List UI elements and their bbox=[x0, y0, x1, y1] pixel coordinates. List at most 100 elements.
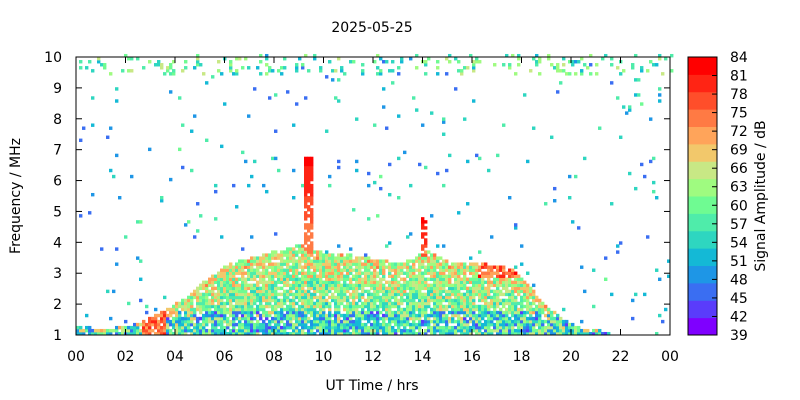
heatmap-cell bbox=[397, 298, 401, 303]
heatmap-cell bbox=[271, 298, 275, 303]
heatmap-cell bbox=[517, 57, 521, 61]
heatmap-cell bbox=[517, 274, 521, 278]
heatmap-cell bbox=[334, 265, 338, 269]
heatmap-cell bbox=[268, 298, 272, 303]
heatmap-cell bbox=[304, 214, 308, 218]
heatmap-cell bbox=[316, 328, 320, 333]
heatmap-cell bbox=[310, 250, 314, 254]
heatmap-cell bbox=[349, 247, 353, 251]
heatmap-cell bbox=[253, 259, 257, 263]
heatmap-cell bbox=[322, 310, 326, 315]
heatmap-cell bbox=[574, 325, 578, 330]
heatmap-cell bbox=[406, 298, 410, 303]
heatmap-cell bbox=[412, 96, 416, 100]
heatmap-cell bbox=[295, 325, 299, 330]
heatmap-cell bbox=[508, 295, 512, 300]
heatmap-cell bbox=[250, 322, 254, 327]
heatmap-cell bbox=[304, 180, 308, 185]
heatmap-cell bbox=[217, 319, 221, 324]
heatmap-cell bbox=[364, 280, 368, 285]
heatmap-cell bbox=[466, 295, 470, 300]
heatmap-cell bbox=[532, 295, 536, 300]
heatmap-cell bbox=[637, 78, 641, 82]
heatmap-cell bbox=[241, 289, 245, 294]
heatmap-cell bbox=[439, 298, 443, 303]
heatmap-cell bbox=[658, 53, 662, 58]
heatmap-cell bbox=[265, 265, 269, 269]
heatmap-cell bbox=[439, 280, 443, 285]
heatmap-cell bbox=[511, 322, 515, 327]
heatmap-cell bbox=[211, 310, 215, 315]
heatmap-cell bbox=[343, 316, 347, 321]
heatmap-cell bbox=[481, 283, 485, 288]
heatmap-cell bbox=[367, 259, 371, 263]
heatmap-cell bbox=[262, 268, 266, 272]
heatmap-cell bbox=[247, 283, 251, 288]
heatmap-cell bbox=[328, 319, 332, 324]
heatmap-cell bbox=[418, 325, 422, 330]
heatmap-cell bbox=[310, 189, 314, 194]
heatmap-cell bbox=[421, 217, 425, 221]
heatmap-cell bbox=[235, 271, 239, 275]
heatmap-cell bbox=[448, 283, 452, 288]
heatmap-cell bbox=[316, 289, 320, 294]
heatmap-cell bbox=[235, 304, 239, 309]
heatmap-cell bbox=[595, 331, 599, 336]
heatmap-cell bbox=[478, 156, 482, 161]
heatmap-cell bbox=[451, 316, 455, 321]
heatmap-cell bbox=[256, 66, 260, 70]
heatmap-cell bbox=[397, 316, 401, 321]
heatmap-cell bbox=[235, 331, 239, 336]
heatmap-cell bbox=[445, 307, 449, 312]
heatmap-cell bbox=[397, 301, 401, 306]
heatmap-cell bbox=[325, 265, 329, 269]
heatmap-cell bbox=[556, 322, 560, 327]
heatmap-cell bbox=[361, 301, 365, 306]
heatmap-cell bbox=[436, 289, 440, 294]
heatmap-cell bbox=[526, 325, 530, 330]
heatmap-cell bbox=[391, 262, 395, 266]
heatmap-cell bbox=[364, 325, 368, 330]
heatmap-cell bbox=[349, 277, 353, 282]
heatmap-cell bbox=[532, 316, 536, 321]
heatmap-cell bbox=[244, 325, 248, 330]
heatmap-cell bbox=[163, 328, 167, 333]
heatmap-cell bbox=[364, 313, 368, 318]
heatmap-cell bbox=[520, 262, 524, 266]
heatmap-cell bbox=[421, 235, 425, 239]
heatmap-cell bbox=[502, 280, 506, 285]
heatmap-cell bbox=[214, 304, 218, 309]
colorbar bbox=[687, 56, 718, 336]
heatmap-cell bbox=[145, 331, 149, 336]
heatmap-cell bbox=[271, 292, 275, 297]
heatmap-cell bbox=[301, 328, 305, 333]
heatmap-cell bbox=[547, 328, 551, 333]
heatmap-cell bbox=[190, 301, 194, 306]
heatmap-cell bbox=[541, 307, 545, 312]
heatmap-cell bbox=[391, 295, 395, 300]
heatmap-cell bbox=[79, 214, 83, 218]
heatmap-cell bbox=[361, 328, 365, 333]
heatmap-cell bbox=[463, 322, 467, 327]
heatmap-cell bbox=[376, 319, 380, 324]
heatmap-cell bbox=[481, 271, 485, 275]
heatmap-cell bbox=[298, 277, 302, 282]
heatmap-cell bbox=[481, 280, 485, 285]
heatmap-cell bbox=[319, 265, 323, 269]
heatmap-cell bbox=[562, 322, 566, 327]
heatmap-cell bbox=[295, 66, 299, 70]
heatmap-cell bbox=[325, 319, 329, 324]
heatmap-cell bbox=[388, 328, 392, 333]
heatmap-cell bbox=[496, 265, 500, 269]
heatmap-cell bbox=[193, 331, 197, 336]
heatmap-cell bbox=[448, 289, 452, 294]
heatmap-cell bbox=[490, 283, 494, 288]
heatmap-cell bbox=[295, 307, 299, 312]
heatmap-cell bbox=[370, 295, 374, 300]
heatmap-cell bbox=[340, 274, 344, 278]
heatmap-cell bbox=[505, 286, 509, 291]
heatmap-cell bbox=[508, 289, 512, 294]
heatmap-cell bbox=[304, 96, 308, 100]
heatmap-cell bbox=[346, 265, 350, 269]
heatmap-cell bbox=[406, 328, 410, 333]
